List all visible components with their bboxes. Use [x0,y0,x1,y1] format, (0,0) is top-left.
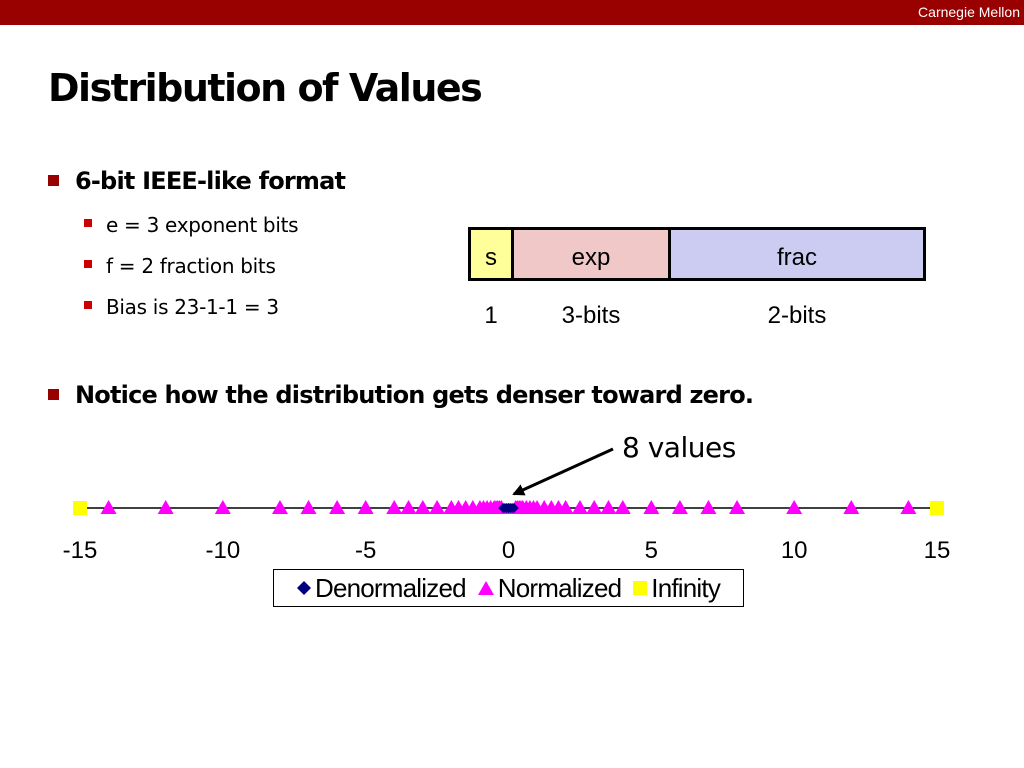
normalized-point [214,500,231,514]
infinity-point [930,501,944,515]
normalized-point [614,500,631,514]
normalized-point [671,500,688,514]
normalized-point [729,500,746,514]
normalized-point [643,500,660,514]
triangle-icon [477,581,494,595]
x-tick-label: 0 [502,537,515,564]
denormalized-point [508,503,519,513]
field-sign-label: s [485,244,497,271]
normalized-point [786,500,803,514]
bullet-square-icon [84,259,92,268]
bullet-square-icon [84,300,92,309]
x-tick-label: -10 [205,537,240,564]
annotation-arrow [512,447,614,496]
diamond-icon [296,581,311,595]
bullet-notice: Notice how the distribution gets denser … [48,381,754,409]
x-tick-label: 10 [781,537,808,564]
normalized-point [414,500,431,514]
infinity-point [73,501,87,515]
normalized-point [600,500,617,514]
field-frac: frac [668,227,926,281]
slide-title: Distribution of Values [48,66,483,110]
x-tick-label: 5 [645,537,658,564]
x-tick-label: -5 [355,537,376,564]
normalized-point [700,500,717,514]
normalized-point [400,500,417,514]
normalized-point [157,500,174,514]
legend-label-normalized: Normalized [497,572,622,603]
field-exp-label: exp [571,244,611,271]
x-tick-label: -15 [63,537,98,564]
normalized-point [843,500,860,514]
normalized-point [386,500,403,514]
field-frac-bits: 2-bits [767,302,827,329]
bullet-square-icon [48,388,59,400]
sub-bullet-bias: Bias is 23-1-1 = 3 [84,295,279,319]
bullet-square-icon [84,218,92,227]
sub-bullet-bias-text: Bias is 23-1-1 = 3 [106,295,279,319]
field-sign-bits: 1 [484,302,498,329]
header-bar: Carnegie Mellon [0,0,1024,25]
bullet-notice-text: Notice how the distribution gets denser … [75,381,754,409]
sub-bullet-fraction-text: f = 2 fraction bits [106,254,276,278]
normalized-point [557,500,574,514]
chart-legend: Denormalized Normalized Infinity [273,569,744,607]
normalized-point [271,500,288,514]
bullet-format-text: 6-bit IEEE-like format [75,167,346,195]
x-tick-label: 15 [924,537,951,564]
field-exp-bits: 3-bits [561,302,621,329]
normalized-point [571,500,588,514]
legend-item-denormalized: Denormalized [296,572,467,604]
normalized-point [357,500,374,514]
bullet-square-icon [48,174,59,186]
normalized-point [429,500,446,514]
annotation-label: 8 values [622,431,736,464]
brand-label: Carnegie Mellon [918,4,1020,20]
sub-bullet-exponent-text: e = 3 exponent bits [106,213,299,237]
normalized-point [100,500,117,514]
normalized-point [329,500,346,514]
square-icon [633,581,648,595]
legend-label-infinity: Infinity [651,572,721,603]
normalized-point [300,500,317,514]
sub-bullet-exponent: e = 3 exponent bits [84,213,299,237]
sub-bullet-fraction: f = 2 fraction bits [84,254,276,278]
normalized-point [586,500,603,514]
legend-item-infinity: Infinity [633,572,721,604]
bullet-format: 6-bit IEEE-like format [48,167,346,195]
legend-label-denormalized: Denormalized [314,572,467,603]
legend-item-normalized: Normalized [477,572,622,604]
field-frac-label: frac [776,244,817,271]
normalized-point [900,500,917,514]
